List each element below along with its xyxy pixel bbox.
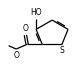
Text: HO: HO [30, 8, 42, 17]
Text: O: O [22, 24, 28, 33]
Text: O: O [13, 51, 19, 60]
Text: S: S [60, 46, 64, 55]
